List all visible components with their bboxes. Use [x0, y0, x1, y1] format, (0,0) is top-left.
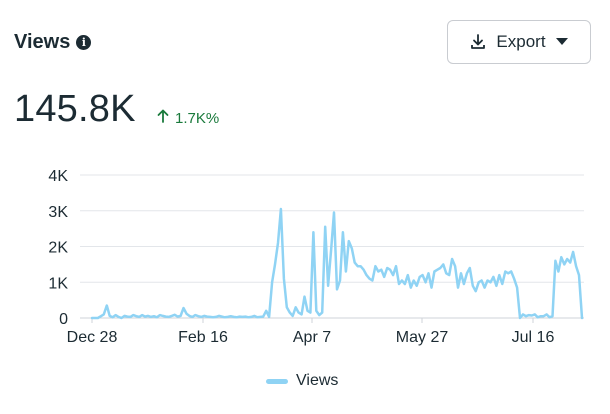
- x-tick-label: Jul 16: [512, 329, 555, 346]
- delta-value: 1.7K%: [175, 109, 220, 127]
- x-tick-label: May 27: [396, 329, 449, 346]
- x-tick-label: Apr 7: [293, 329, 331, 346]
- x-tick-label: Feb 16: [178, 329, 228, 346]
- legend-label: Views: [296, 372, 339, 389]
- y-tick-label: 0: [59, 311, 68, 328]
- export-button[interactable]: Export: [447, 20, 591, 64]
- legend-swatch: [266, 378, 288, 384]
- y-tick-label: 3K: [48, 204, 68, 221]
- y-tick-label: 2K: [48, 240, 68, 257]
- export-button-label: Export: [496, 32, 546, 51]
- delta-badge: 1.7K%: [157, 109, 219, 127]
- x-tick-label: Dec 28: [67, 329, 118, 346]
- chart-legend: Views: [266, 372, 338, 390]
- card-title-text: Views: [14, 31, 71, 53]
- views-line-chart: 0 1K 2K 3K 4K Dec 28 Feb 16 Apr 7 May 27 Jul 16: [48, 168, 584, 346]
- arrow-up-icon: [157, 109, 169, 127]
- caret-down-icon: [555, 38, 568, 46]
- y-tick-label: 1K: [48, 275, 68, 292]
- info-icon[interactable]: i: [76, 35, 92, 50]
- card-title: Views i: [14, 31, 92, 54]
- views-series-line: [90, 207, 584, 320]
- total-views-value: 145.8K: [14, 88, 136, 130]
- download-icon: [470, 34, 486, 50]
- y-tick-label: 4K: [48, 168, 68, 185]
